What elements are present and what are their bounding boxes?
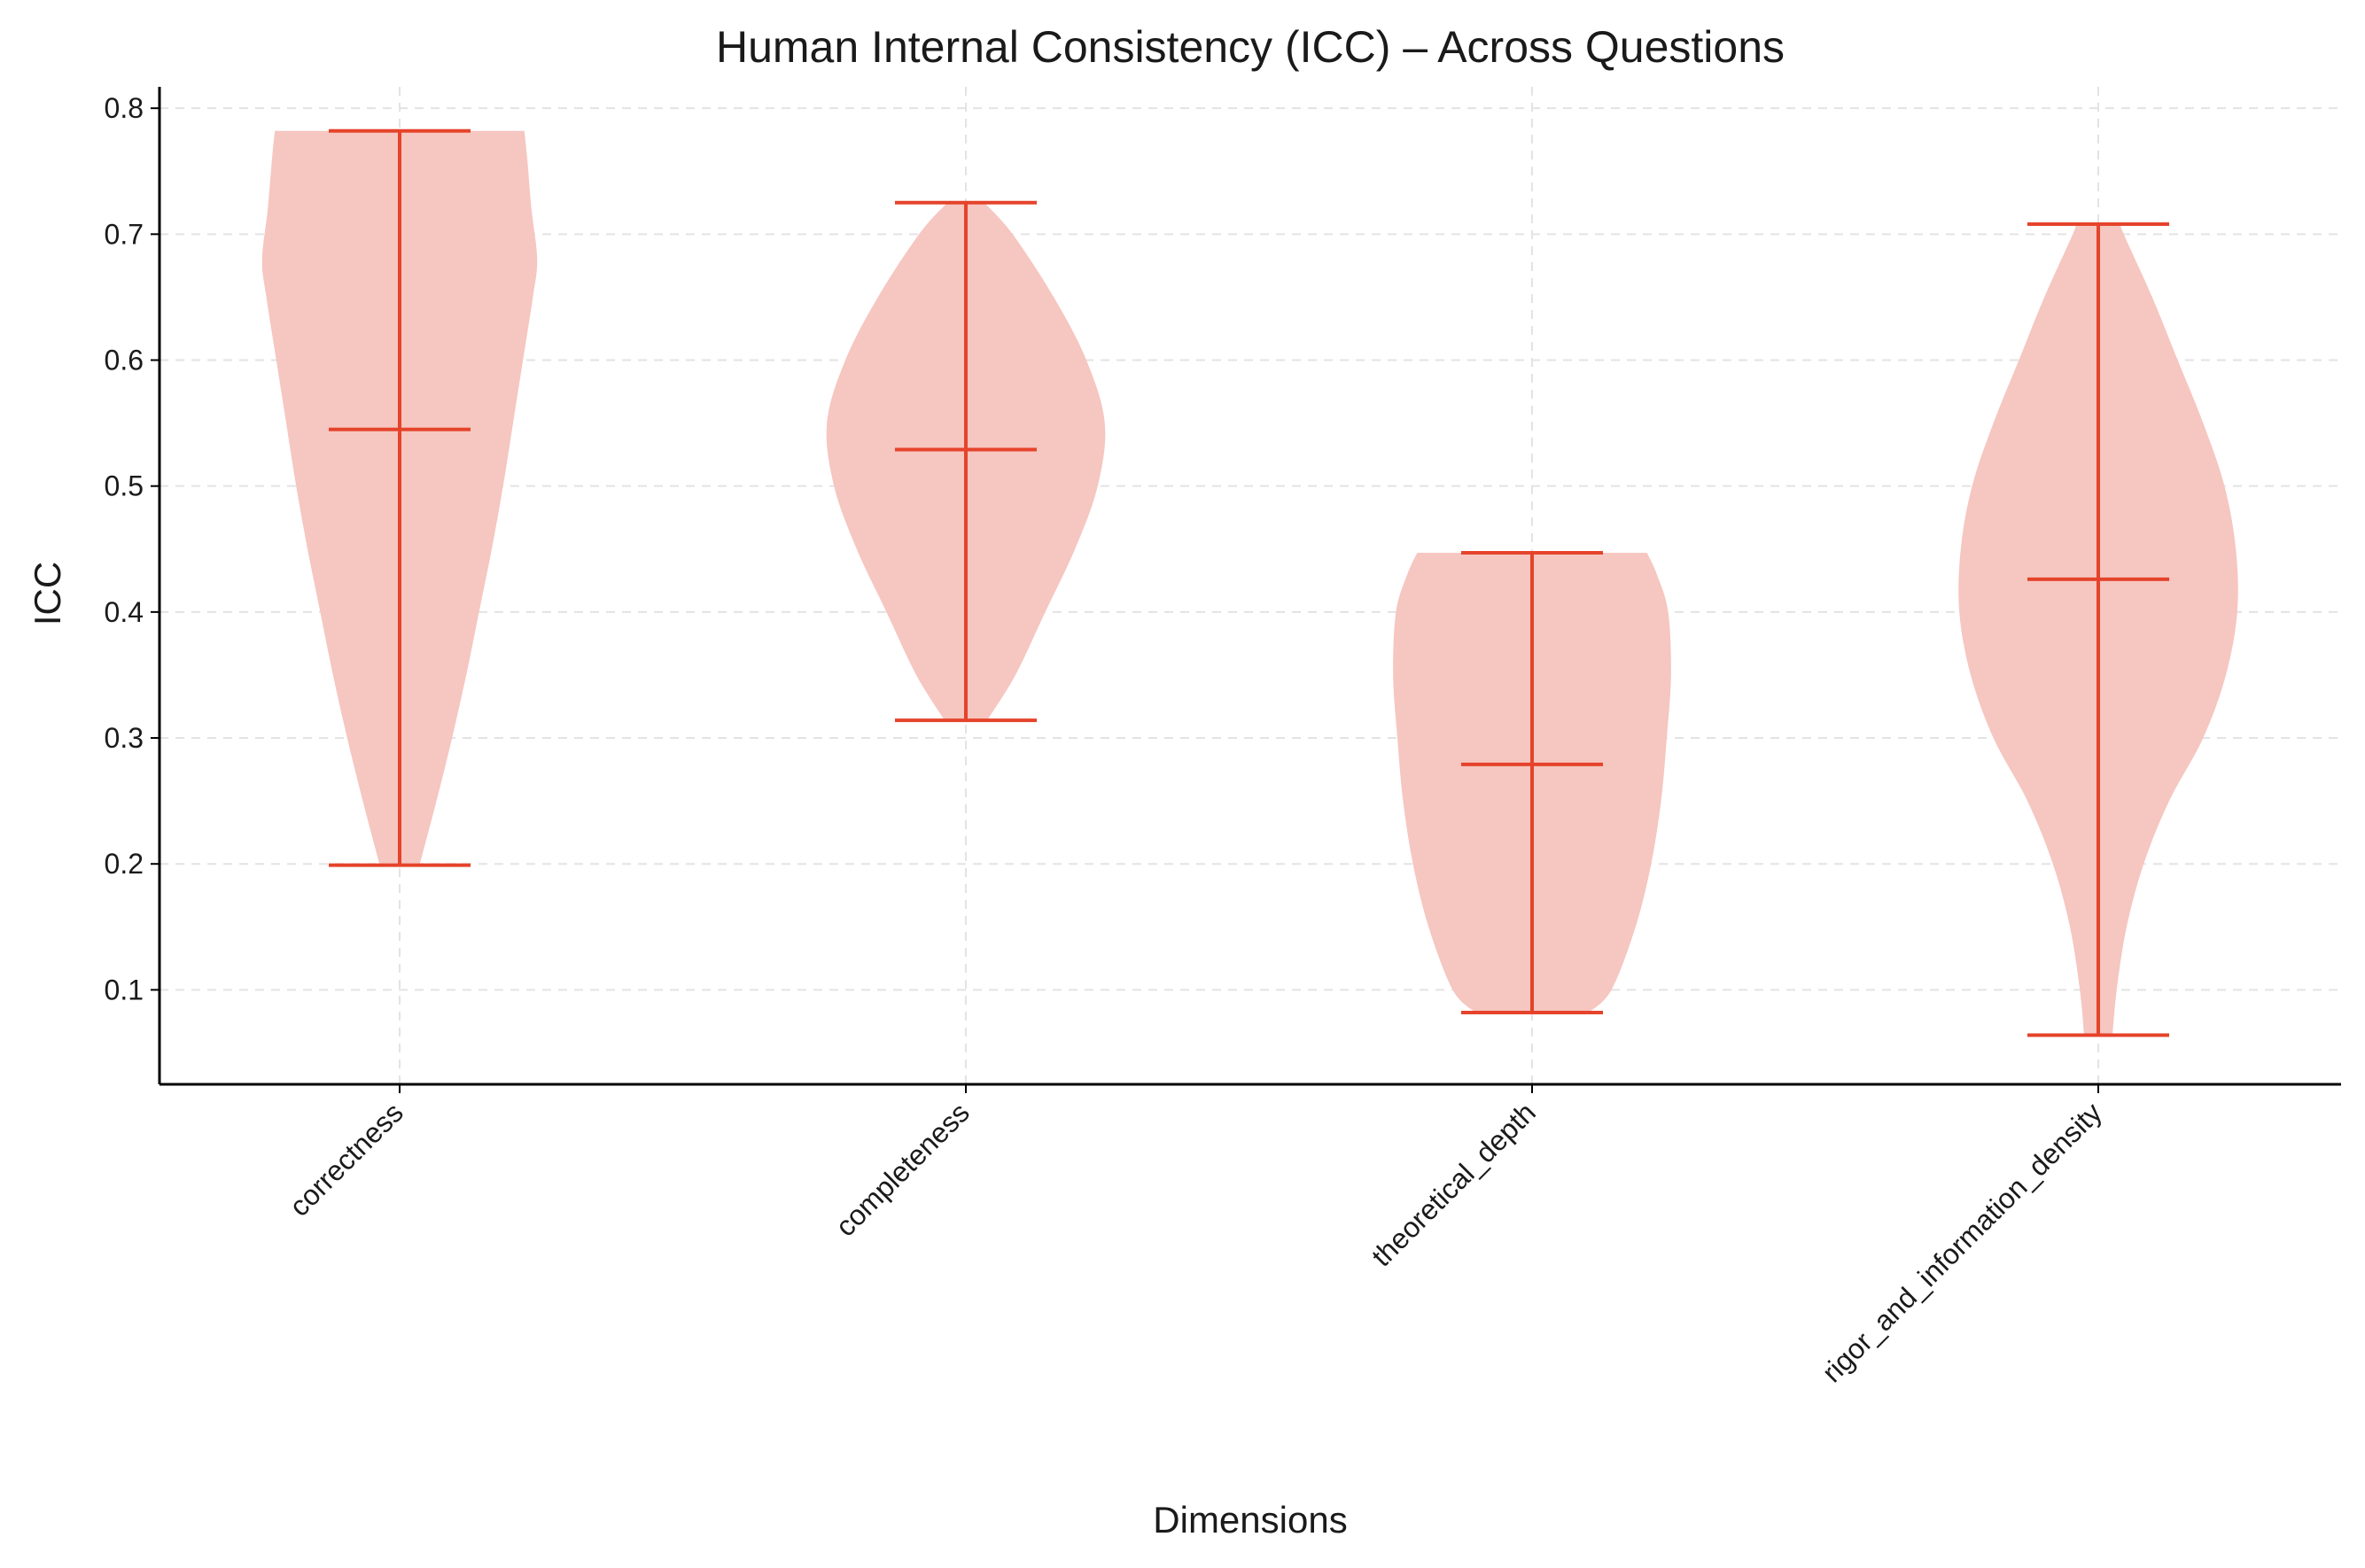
violin-correctness xyxy=(261,128,538,867)
x-tick-label: theoretical_depth xyxy=(1365,1096,1542,1272)
y-tick-label: 0.2 xyxy=(105,848,144,880)
y-tick-label: 0.8 xyxy=(105,92,144,124)
x-tick-label: correctness xyxy=(284,1096,409,1222)
chart-title: Human Internal Consistency (ICC) – Acros… xyxy=(716,22,1785,72)
x-tick-labels: correctness completeness theoretical_depth… xyxy=(284,1096,2108,1388)
axes xyxy=(151,87,2341,1093)
violins xyxy=(261,128,2238,1037)
violin-theoretical_depth xyxy=(1393,551,1671,1014)
y-tick-label: 0.4 xyxy=(105,596,144,628)
violin-rigor_and_information_density xyxy=(1958,221,2238,1037)
y-axis-label: ICC xyxy=(27,562,68,625)
x-axis-label: Dimensions xyxy=(1153,1499,1347,1541)
y-tick-label: 0.1 xyxy=(105,974,144,1005)
y-tick-label: 0.5 xyxy=(105,470,144,502)
y-tick-labels: 0.1 0.2 0.3 0.4 0.5 0.6 0.7 0.8 xyxy=(105,92,144,1005)
y-tick-label: 0.6 xyxy=(105,345,144,376)
y-tick-label: 0.3 xyxy=(105,722,144,754)
violin-completeness xyxy=(826,200,1106,723)
x-tick-label: rigor_and_information_density xyxy=(1816,1096,2108,1388)
y-tick-label: 0.7 xyxy=(105,218,144,250)
x-tick-label: completeness xyxy=(829,1096,976,1242)
